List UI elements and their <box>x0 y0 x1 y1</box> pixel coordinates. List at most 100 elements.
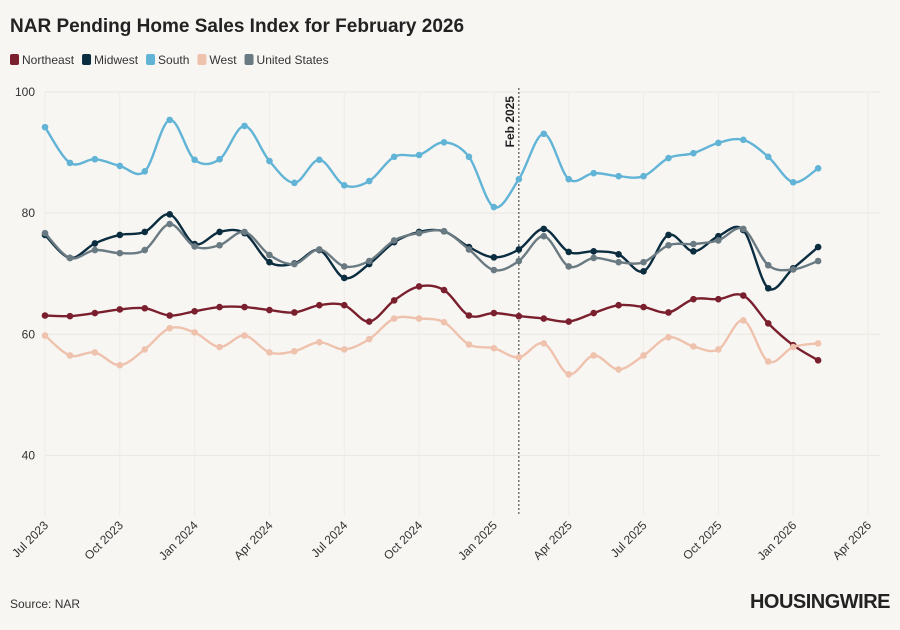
point <box>216 155 223 163</box>
legend-label: South <box>158 53 189 67</box>
point <box>665 309 672 316</box>
point <box>764 261 772 269</box>
point <box>640 258 647 266</box>
legend-swatch <box>197 54 207 65</box>
point <box>515 257 523 265</box>
point <box>166 312 173 319</box>
point <box>814 340 822 347</box>
point <box>116 162 124 170</box>
point <box>715 237 722 244</box>
point <box>465 341 473 348</box>
point <box>390 153 398 161</box>
point <box>365 257 373 265</box>
point <box>565 370 573 378</box>
source: Source: NAR <box>10 597 80 611</box>
point <box>465 153 473 161</box>
point <box>540 130 548 138</box>
point <box>340 274 348 282</box>
point <box>41 229 49 237</box>
legend-swatch <box>82 54 92 65</box>
series <box>41 315 822 378</box>
point <box>440 228 448 235</box>
point <box>615 258 622 266</box>
point <box>91 246 99 254</box>
y-tick-label: 40 <box>22 448 36 462</box>
legend-swatch <box>10 54 19 65</box>
point <box>665 154 672 162</box>
point <box>615 301 622 309</box>
point <box>590 169 597 177</box>
point <box>141 168 149 175</box>
point <box>665 231 672 239</box>
point <box>690 343 697 350</box>
point <box>715 295 722 303</box>
point <box>540 340 548 347</box>
point <box>640 352 647 359</box>
point <box>740 317 747 324</box>
point <box>615 251 622 258</box>
point <box>66 159 74 167</box>
point <box>715 139 722 147</box>
legend-label: United States <box>257 53 329 67</box>
point <box>266 306 273 314</box>
point <box>316 246 323 253</box>
point <box>141 246 149 254</box>
point <box>365 335 373 343</box>
point <box>340 263 348 270</box>
point <box>116 231 124 239</box>
point <box>216 241 223 249</box>
point <box>490 344 498 352</box>
point <box>740 292 747 299</box>
point <box>440 138 448 146</box>
point <box>41 123 49 131</box>
point <box>565 263 573 270</box>
point <box>116 249 124 257</box>
point <box>241 332 248 339</box>
point <box>166 211 173 218</box>
point <box>141 346 149 353</box>
point <box>490 266 498 274</box>
point <box>191 307 198 315</box>
brand-logo: HOUSINGWIRE <box>750 591 890 613</box>
point <box>316 338 323 346</box>
point <box>66 352 74 359</box>
point <box>66 254 74 262</box>
point <box>91 155 99 163</box>
point <box>814 357 822 364</box>
series <box>41 116 822 211</box>
point <box>191 156 198 164</box>
point <box>116 361 124 369</box>
point <box>465 246 473 253</box>
point <box>764 153 772 161</box>
point <box>365 318 373 325</box>
point <box>191 329 198 336</box>
point <box>91 309 99 317</box>
point <box>740 225 747 233</box>
point <box>590 309 597 317</box>
point <box>690 240 697 248</box>
point <box>116 306 124 313</box>
point <box>166 116 173 124</box>
point <box>640 267 647 275</box>
point <box>789 343 797 351</box>
point <box>515 246 523 253</box>
point <box>814 243 822 251</box>
point <box>515 354 523 361</box>
point <box>390 297 398 304</box>
point <box>490 309 498 317</box>
point <box>241 303 248 311</box>
legend-swatch <box>146 54 156 65</box>
point <box>41 332 49 339</box>
point <box>715 346 722 353</box>
legend-label: West <box>209 53 237 67</box>
point <box>191 243 198 250</box>
point <box>540 225 548 233</box>
point <box>316 301 323 309</box>
point <box>415 283 423 290</box>
point <box>266 157 273 165</box>
y-tick-label: 80 <box>22 206 36 220</box>
point <box>390 315 398 322</box>
point <box>241 122 248 130</box>
point <box>615 172 622 180</box>
